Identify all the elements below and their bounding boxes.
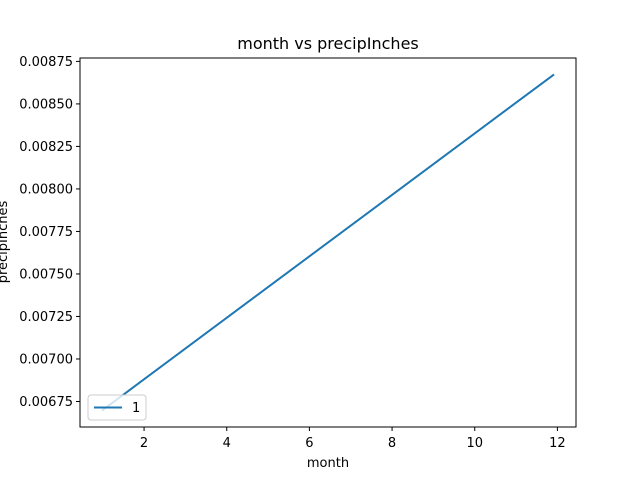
x-axis-label: month [307, 456, 349, 471]
x-tick-label: 4 [223, 436, 231, 451]
y-tick-label: 0.00800 [19, 182, 73, 197]
y-tick-label: 0.00775 [19, 225, 73, 240]
x-tick-label: 8 [388, 436, 396, 451]
x-ticks: 2 4 6 8 10 12 [140, 427, 566, 451]
chart-title: month vs precipInches [237, 34, 419, 53]
plot-frame [79, 57, 577, 428]
y-axis-label: precipInches [0, 201, 11, 284]
plot-lines [101, 73, 555, 412]
y-tick-label: 0.00850 [19, 97, 73, 112]
x-tick-label: 2 [140, 436, 148, 451]
y-tick-label: 0.00825 [19, 140, 73, 155]
y-tick-label: 0.00700 [19, 352, 73, 367]
y-tick-label: 0.00725 [19, 310, 73, 325]
y-tick-label: 0.00750 [19, 267, 73, 282]
legend: 1 [87, 394, 147, 421]
x-tick-label: 6 [305, 436, 313, 451]
y-ticks: 0.00675 0.00700 0.00725 0.00750 0.00775 0.008… [19, 55, 80, 410]
series-line-0 [101, 73, 555, 412]
legend-label: 1 [132, 401, 140, 416]
x-tick-label: 12 [549, 436, 566, 451]
y-tick-label: 0.00875 [19, 55, 73, 70]
y-tick-label: 0.00675 [19, 395, 73, 410]
x-tick-label: 10 [466, 436, 483, 451]
